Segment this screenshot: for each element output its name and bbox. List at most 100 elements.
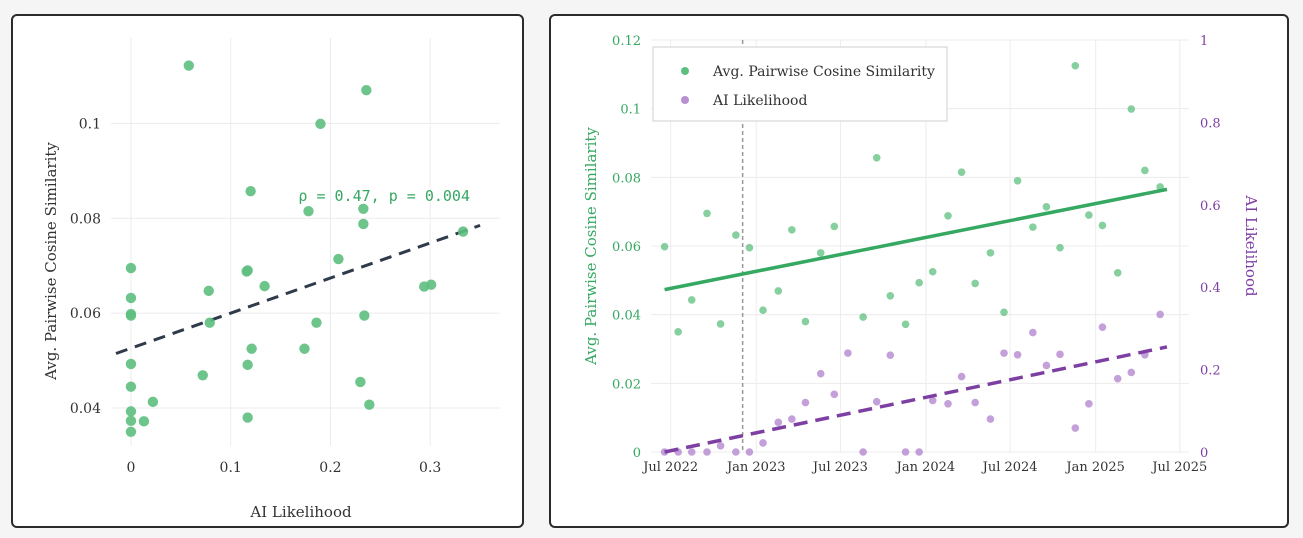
y-tick-label: 0.02 — [612, 377, 641, 392]
data-point — [125, 415, 137, 427]
similarity-point — [1000, 308, 1008, 317]
similarity-point — [1141, 166, 1149, 175]
y-tick-label: 0.08 — [70, 211, 101, 227]
ai-likelihood-point — [844, 349, 852, 357]
similarity-point — [957, 168, 966, 176]
ai-likelihood-point — [971, 398, 979, 407]
ai-likelihood-point — [1056, 350, 1064, 359]
similarity-point — [660, 242, 669, 251]
y-tick-label: 0.12 — [612, 34, 641, 49]
ai-likelihood-point — [774, 418, 783, 427]
data-point — [242, 265, 253, 276]
similarity-point — [1113, 268, 1122, 277]
data-point — [425, 279, 437, 290]
y-axis-label-right: AI Likelihood — [1242, 194, 1260, 297]
ai-likelihood-point — [830, 390, 839, 399]
left-chart-panel: 0 0.1 0.2 0.3 0.04 0.06 0.08 0.1 ρ = 0.47, p = … — [11, 14, 524, 528]
ai-likelihood-point — [986, 415, 995, 423]
similarity-point — [886, 291, 895, 300]
ai-likelihood-point — [944, 399, 952, 408]
legend-label-similarity: Avg. Pairwise Cosine Similarity — [712, 64, 935, 80]
similarity-point — [1098, 221, 1107, 230]
x-tick-label: Jul 2023 — [811, 460, 868, 475]
data-point — [303, 205, 314, 217]
y-tick-label: 0 — [633, 446, 641, 461]
x-tick-label: 0 — [126, 460, 135, 476]
legend-box — [652, 46, 948, 122]
right-chart-panel: Jul 2022 Jan 2023 Jul 2023 Jan 2024 Jul 2024… — [549, 14, 1289, 528]
ai-likelihood-point — [716, 442, 725, 450]
similarity-point — [745, 243, 754, 252]
y-tick-label: 0.08 — [612, 171, 641, 186]
similarity-point — [1071, 61, 1080, 70]
x-tick-label: Jan 2023 — [725, 460, 786, 475]
similarity-point — [687, 296, 696, 304]
similarity-point — [1127, 105, 1136, 113]
y-tick-label: 0.1 — [620, 103, 641, 118]
data-point — [259, 280, 270, 292]
legend-marker-ai-likelihood — [681, 96, 689, 104]
x-tick-label: Jan 2025 — [1064, 460, 1125, 475]
y-tick-label: 0.06 — [612, 240, 641, 255]
y-tick-label: 0.06 — [70, 306, 101, 322]
similarity-point — [759, 306, 767, 315]
data-point — [125, 381, 137, 392]
ai-likelihood-point — [816, 369, 825, 378]
ai-likelihood-point — [901, 448, 910, 456]
similarity-point — [816, 249, 825, 257]
ai-likelihood-point — [872, 397, 881, 406]
data-point — [197, 370, 208, 381]
ai-likelihood-point — [1071, 424, 1080, 432]
data-point — [183, 60, 194, 71]
y2-tick-label: 0.2 — [1200, 364, 1221, 379]
similarity-point — [901, 320, 910, 329]
trend-line — [115, 223, 481, 355]
ai-likelihood-point — [1029, 328, 1037, 337]
similarity-point — [928, 267, 937, 276]
data-point — [147, 396, 159, 408]
ai-likelihood-point — [1113, 374, 1122, 383]
similarity-point — [716, 320, 725, 328]
data-point — [358, 218, 369, 230]
similarity-point — [971, 279, 979, 288]
ai-likelihood-point — [1127, 368, 1136, 377]
similarity-point — [674, 328, 682, 336]
data-point — [361, 84, 372, 96]
similarity-point — [1029, 223, 1037, 231]
tick-labels: Jul 2022 Jan 2023 Jul 2023 Jan 2024 Jul 2024… — [612, 34, 1221, 475]
data-point — [125, 310, 137, 321]
ai-likelihood-point — [915, 448, 923, 456]
ai-likelihood-point — [801, 398, 810, 407]
y-tick-label: 0.04 — [70, 401, 101, 417]
ai-likelihood-point — [1156, 310, 1164, 319]
x-axis-label: AI Likelihood — [249, 503, 352, 521]
similarity-point — [944, 211, 952, 220]
ai-likelihood-point — [1000, 349, 1008, 357]
x-tick-label: Jan 2024 — [895, 460, 956, 475]
data-point — [315, 118, 326, 130]
right-time-series-chart: Jul 2022 Jan 2023 Jul 2023 Jan 2024 Jul 2024… — [582, 34, 1260, 475]
data-point — [242, 359, 253, 371]
ai-likelihood-point — [703, 448, 711, 456]
similarity-point — [915, 278, 923, 287]
similarity-point — [1056, 243, 1064, 252]
similarity-point — [859, 313, 867, 321]
data-point — [457, 226, 469, 237]
y-tick-label: 0.04 — [612, 309, 641, 324]
ai-likelihood-point — [745, 448, 754, 456]
data-point — [333, 253, 344, 265]
data-point — [125, 406, 137, 417]
ai-likelihood-point — [1098, 323, 1107, 331]
data-point — [364, 399, 375, 410]
ai-likelihood-trend-line — [664, 345, 1168, 454]
data-point — [245, 186, 256, 197]
ai-likelihood-point — [1042, 361, 1051, 370]
data-point — [311, 317, 322, 328]
ai-likelihood-point — [957, 372, 966, 381]
legend-marker-similarity — [681, 67, 689, 75]
y2-tick-label: 0.4 — [1200, 281, 1221, 296]
x-tick-label: Jul 2025 — [1150, 460, 1207, 475]
similarity-point — [732, 231, 740, 239]
data-point — [359, 310, 370, 321]
legend-label-ai-likelihood: AI Likelihood — [712, 93, 807, 109]
